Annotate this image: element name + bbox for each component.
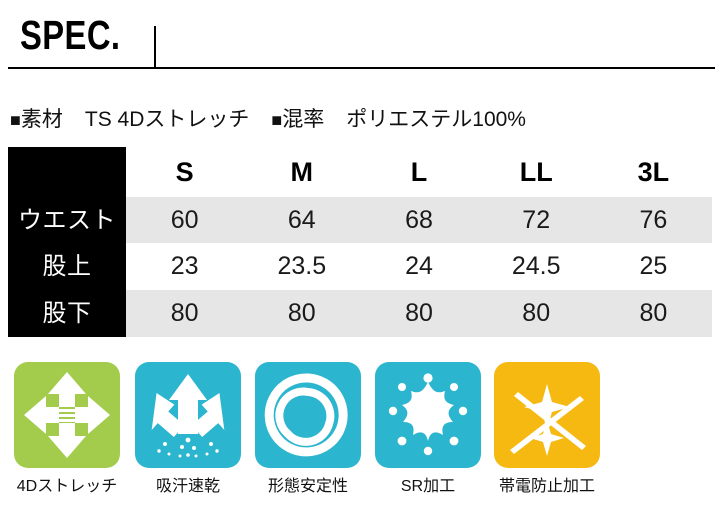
cell-rise-ll: 24.5 [511, 252, 561, 280]
table-row: 80 80 80 80 80 [126, 290, 712, 337]
cell-rise-m: 23.5 [277, 252, 327, 280]
material-value: TS 4Dストレッチ [84, 108, 250, 131]
cell-rise-s: 23 [170, 252, 199, 280]
table-row: 60 64 68 72 76 [126, 197, 712, 244]
cell-inseam-s: 80 [170, 299, 199, 327]
feature-antistatic: 帯電防止加工 [494, 362, 600, 498]
feature-label: 帯電防止加工 [498, 478, 595, 495]
blend-label: 混率 [282, 108, 325, 131]
size-header-s: S [175, 157, 194, 187]
row-label-inseam: 股下 [42, 300, 92, 327]
size-header-3l: 3L [637, 157, 670, 187]
feature-label: 4Dストレッチ [16, 478, 118, 495]
cell-waist-m: 64 [287, 206, 316, 234]
cell-inseam-3l: 80 [639, 299, 668, 327]
cell-inseam-ll: 80 [522, 299, 551, 327]
feature-4d-stretch: 4Dストレッチ [14, 362, 120, 498]
size-table: ウエスト 股上 股下 S M L LL 3L 60 64 68 72 76 23… [8, 147, 712, 337]
material-label: 素材 [20, 108, 63, 131]
size-table-header-row: S M L LL 3L [126, 147, 712, 197]
feature-sr-finish: SR加工 [375, 362, 481, 498]
feature-label: SR加工 [400, 478, 456, 495]
header-vertical-divider [154, 26, 156, 68]
size-header-l: L [410, 157, 428, 187]
cell-waist-l: 68 [405, 206, 433, 234]
cell-waist-3l: 76 [639, 206, 668, 234]
antistatic-icon [494, 362, 600, 468]
shape-retention-icon [255, 362, 361, 468]
bullet-square-blend: ■ [271, 110, 283, 130]
moisture-wicking-icon [135, 362, 241, 468]
soil-release-icon [375, 362, 481, 468]
feature-shape-retention: 形態安定性 [255, 362, 361, 498]
row-label-waist: ウエスト [18, 207, 116, 234]
cell-inseam-l: 80 [405, 299, 433, 327]
four-way-stretch-icon [14, 362, 120, 468]
bullet-square-material: ■ [10, 110, 21, 130]
cell-rise-l: 24 [405, 252, 433, 280]
table-row: 23 23.5 24 24.5 25 [126, 243, 712, 290]
size-header-ll: LL [519, 157, 553, 187]
feature-label: 形態安定性 [267, 478, 348, 495]
page-title: SPEC. [20, 12, 121, 58]
spec-header: SPEC. [0, 0, 720, 70]
row-label-rise: 股上 [42, 253, 92, 280]
feature-label: 吸汗速乾 [155, 478, 220, 495]
feature-moisture-wicking: 吸汗速乾 [135, 362, 241, 498]
feature-icon-row: 4Dストレッチ 吸汗速乾 [0, 362, 720, 522]
cell-waist-ll: 72 [522, 206, 551, 234]
material-info-line: ■素材 TS 4Dストレッチ ■混率 ポリエステル100% [10, 105, 710, 135]
header-horizontal-divider [8, 67, 715, 69]
cell-inseam-m: 80 [287, 299, 316, 327]
cell-rise-3l: 25 [639, 252, 668, 280]
size-header-m: M [290, 157, 314, 187]
size-table-row-label-block: ウエスト 股上 股下 [8, 147, 126, 337]
blend-value: ポリエステル100% [346, 108, 526, 131]
cell-waist-s: 60 [170, 206, 199, 234]
